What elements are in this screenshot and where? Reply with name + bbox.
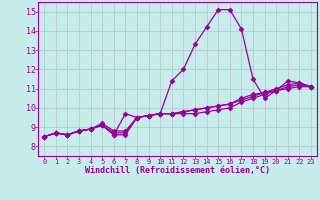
- X-axis label: Windchill (Refroidissement éolien,°C): Windchill (Refroidissement éolien,°C): [85, 166, 270, 175]
